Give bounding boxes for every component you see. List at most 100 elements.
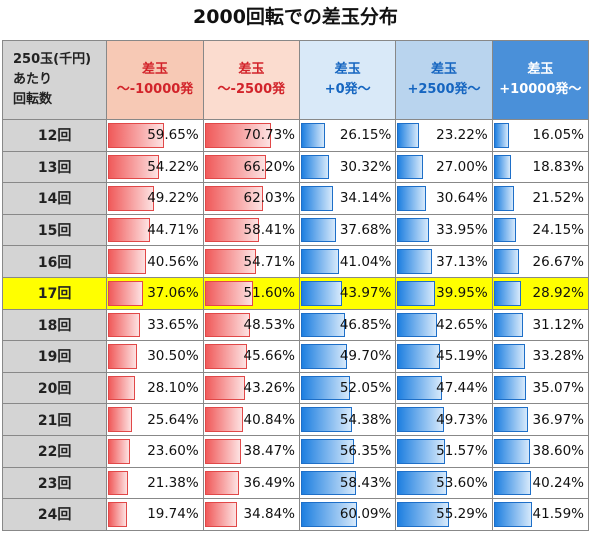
value-label: 53.60%	[436, 474, 488, 491]
value-label: 47.44%	[436, 380, 488, 397]
value-label: 37.06%	[147, 285, 199, 302]
value-cell: 49.22%	[106, 182, 204, 215]
column-header-line1: 差玉	[142, 62, 169, 77]
value-bar	[493, 217, 517, 243]
value-cell: 26.15%	[298, 119, 397, 152]
table-row: 24回 19.74% 34.84% 60.09% 55.29% 41.59%	[1, 498, 590, 531]
value-label: 41.59%	[532, 506, 584, 523]
column-header-line2: ～-2500発	[217, 82, 286, 97]
row-label: 19回	[1, 340, 108, 373]
value-label: 28.92%	[532, 285, 584, 302]
value-bar	[204, 312, 250, 338]
value-label: 54.22%	[147, 158, 199, 175]
distribution-table: 250玉(千円) あたり 回転数 差玉 ～-10000発 差玉 ～-2500発 …	[1, 40, 590, 531]
value-bar	[108, 470, 129, 496]
value-cell: 37.68%	[298, 213, 397, 247]
value-bar	[204, 502, 238, 527]
value-cell: 39.95%	[395, 276, 493, 310]
value-cell: 58.41%	[202, 213, 301, 247]
value-label: 70.73%	[243, 127, 295, 144]
value-label: 40.56%	[147, 253, 199, 270]
value-bar	[397, 312, 438, 338]
value-bar	[397, 502, 449, 527]
value-label: 58.41%	[243, 222, 295, 239]
value-bar	[204, 470, 239, 496]
value-label: 34.14%	[339, 190, 392, 207]
table-row: 15回 44.71% 58.41% 37.68% 33.95% 24.15%	[1, 213, 590, 247]
value-label: 28.10%	[147, 380, 199, 397]
value-bar	[397, 470, 448, 496]
column-header-line2: ～-10000発	[116, 82, 194, 97]
value-bar	[493, 186, 514, 211]
value-cell: 38.47%	[202, 434, 301, 468]
row-label: 24回	[1, 498, 108, 531]
value-bar	[108, 249, 147, 274]
row-label: 20回	[1, 371, 108, 405]
value-label: 54.38%	[339, 411, 392, 428]
value-label: 55.29%	[436, 506, 488, 523]
value-bar	[108, 407, 133, 432]
value-label: 33.28%	[532, 348, 584, 365]
value-label: 36.97%	[532, 411, 584, 428]
value-cell: 23.60%	[106, 434, 204, 468]
value-label: 39.95%	[436, 285, 488, 302]
value-label: 30.32%	[339, 158, 392, 175]
value-cell: 18.83%	[491, 150, 590, 184]
value-label: 66.20%	[243, 158, 295, 175]
value-label: 48.53%	[243, 316, 295, 333]
table-row: 14回 49.22% 62.03% 34.14% 30.64% 21.52%	[1, 182, 590, 215]
value-cell: 31.12%	[491, 308, 590, 342]
value-bar	[493, 502, 533, 527]
value-bar	[301, 344, 348, 369]
value-label: 49.70%	[339, 348, 392, 365]
value-bar	[204, 407, 243, 432]
value-cell: 66.20%	[202, 150, 301, 184]
table-row: 18回 33.65% 48.53% 46.85% 42.65% 31.12%	[1, 308, 590, 342]
value-label: 21.38%	[147, 474, 199, 491]
value-cell: 28.10%	[106, 371, 204, 405]
value-cell: 44.71%	[106, 213, 204, 247]
value-cell: 49.70%	[298, 340, 397, 373]
value-label: 31.12%	[532, 316, 584, 333]
value-bar	[204, 123, 271, 148]
value-cell: 59.65%	[106, 119, 204, 152]
value-bar	[397, 186, 426, 211]
value-label: 26.67%	[532, 253, 584, 270]
value-bar	[301, 502, 358, 527]
value-cell: 35.07%	[491, 371, 590, 405]
row-header-line: 250玉(千円)	[13, 52, 92, 67]
value-label: 49.22%	[147, 190, 199, 207]
value-bar	[301, 217, 337, 243]
value-bar	[397, 249, 432, 274]
value-cell: 21.52%	[491, 182, 590, 215]
value-cell: 33.65%	[106, 308, 204, 342]
value-label: 30.64%	[436, 190, 488, 207]
value-cell: 51.57%	[395, 434, 493, 468]
value-cell: 34.14%	[298, 182, 397, 215]
value-cell: 52.05%	[298, 371, 397, 405]
value-cell: 43.26%	[202, 371, 301, 405]
value-bar	[397, 280, 435, 306]
value-bar	[493, 344, 525, 369]
value-bar	[204, 280, 253, 306]
value-cell: 19.74%	[106, 498, 204, 531]
value-cell: 54.22%	[106, 150, 204, 184]
row-label: 14回	[1, 182, 108, 215]
value-bar	[493, 407, 529, 432]
value-bar	[301, 407, 352, 432]
table-row: 12回 59.65% 70.73% 26.15% 23.22% 16.05%	[1, 119, 590, 152]
value-cell: 23.22%	[395, 119, 493, 152]
value-cell: 30.64%	[395, 182, 493, 215]
value-label: 40.24%	[532, 474, 584, 491]
value-cell: 41.59%	[491, 498, 590, 531]
column-header-line1: 差玉	[430, 62, 457, 77]
value-cell: 60.09%	[298, 498, 397, 531]
value-cell: 51.60%	[202, 276, 301, 310]
value-cell: 37.13%	[395, 245, 493, 278]
column-header-line2: +2500発～	[407, 82, 481, 97]
column-header: 差玉 ～-2500発	[202, 40, 301, 120]
value-label: 23.60%	[147, 443, 199, 460]
column-header-line1: 差玉	[334, 62, 361, 77]
row-label: 17回	[1, 276, 108, 310]
value-bar	[204, 217, 260, 243]
